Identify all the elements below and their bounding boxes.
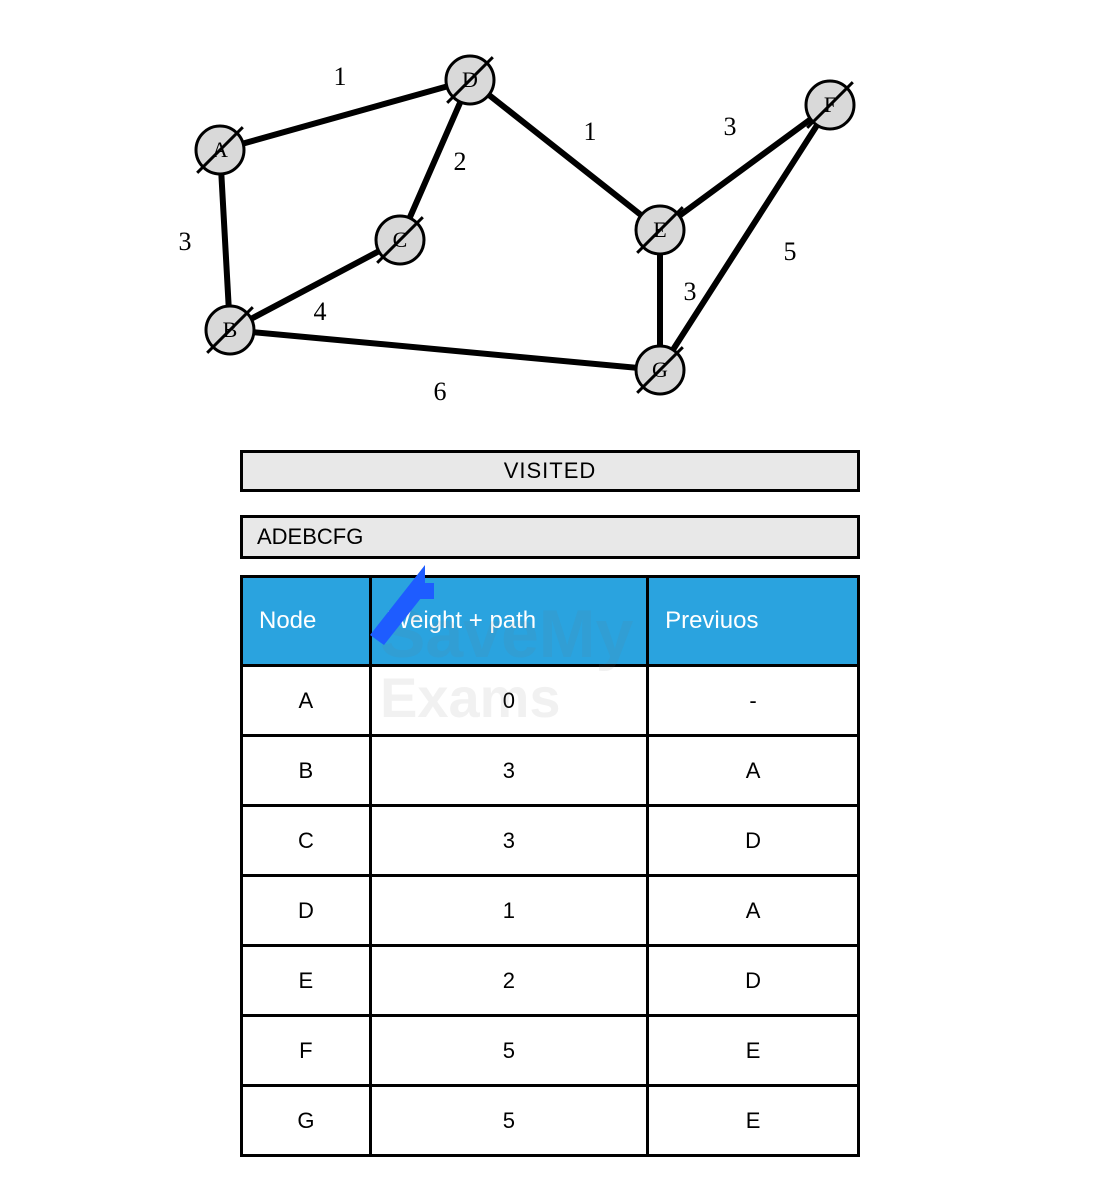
table-header-cell: Node [243,578,372,664]
table-cell: 3 [372,807,649,874]
edge-E-F [660,105,830,230]
table-cell: 5 [372,1087,649,1154]
dijkstra-table: NodeWeight + pathPreviuosA0-B3AC3DD1AE2D… [240,575,860,1157]
table-cell: D [243,877,372,944]
table-cell: D [649,947,857,1014]
table-cell: 5 [372,1017,649,1084]
table-row: D1A [243,874,857,944]
table-cell: E [649,1087,857,1154]
table-cell: C [243,807,372,874]
table-cell: E [243,947,372,1014]
table-row: A0- [243,664,857,734]
edge-weight-C-D: 2 [454,147,467,176]
graph-svg: 314621335ABCDEFG [0,0,1100,450]
table-cell: 3 [372,737,649,804]
edge-D-E [470,80,660,230]
table-cell: A [649,737,857,804]
table-row: G5E [243,1084,857,1154]
table-row: E2D [243,944,857,1014]
visited-value-text: ADEBCFG [257,524,363,549]
visited-value-box: ADEBCFG [240,515,860,559]
table-cell: F [243,1017,372,1084]
edge-B-G [230,330,660,370]
table-header-cell: Weight + path [372,578,649,664]
table-cell: G [243,1087,372,1154]
table-cell: B [243,737,372,804]
edge-weight-F-G: 5 [784,237,797,266]
edge-weight-B-C: 4 [314,297,327,326]
edge-F-G [660,105,830,370]
table-cell: E [649,1017,857,1084]
table-header-row: NodeWeight + pathPreviuos [243,578,857,664]
edge-A-B [220,150,230,330]
visited-header-label: VISITED [504,458,597,483]
edge-weight-B-G: 6 [434,377,447,406]
table-cell: A [649,877,857,944]
visited-header: VISITED [240,450,860,492]
table-cell: - [649,667,857,734]
table-row: F5E [243,1014,857,1084]
edge-weight-A-B: 3 [179,227,192,256]
table-cell: A [243,667,372,734]
table-header-cell: Previuos [649,578,857,664]
edge-weight-D-E: 1 [584,117,597,146]
table-cell: 1 [372,877,649,944]
edge-weight-A-D: 1 [334,62,347,91]
table-cell: D [649,807,857,874]
table-cell: 0 [372,667,649,734]
table-row: B3A [243,734,857,804]
edge-weight-E-G: 3 [684,277,697,306]
table-cell: 2 [372,947,649,1014]
edge-weight-E-F: 3 [724,112,737,141]
table-row: C3D [243,804,857,874]
